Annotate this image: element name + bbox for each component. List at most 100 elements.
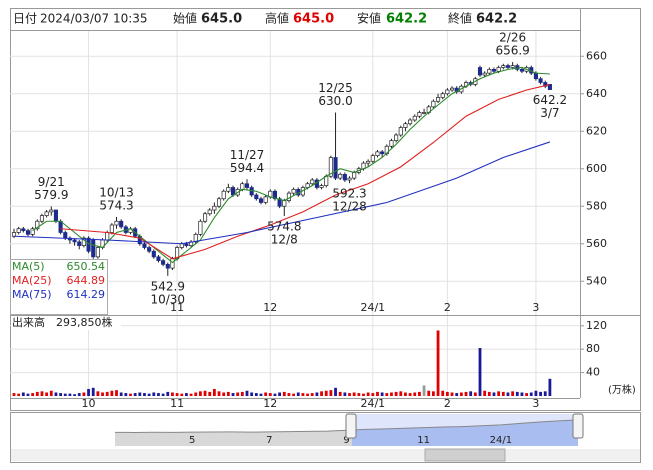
candle-body bbox=[352, 172, 357, 179]
y-tick-label: 660 bbox=[586, 49, 607, 62]
volume-bar bbox=[492, 392, 496, 396]
candle-body bbox=[487, 69, 492, 74]
annotation-date: 12/25 bbox=[318, 81, 353, 95]
volume-bar bbox=[31, 393, 35, 396]
navigator-handle[interactable] bbox=[345, 413, 357, 439]
volume-bar bbox=[278, 392, 282, 396]
volume-bar bbox=[329, 390, 333, 396]
volume-bar bbox=[515, 391, 519, 396]
x-tick-label: 3 bbox=[532, 301, 539, 314]
volume-bar bbox=[63, 393, 67, 396]
annotation-date: 12/28 bbox=[332, 200, 367, 214]
volume-bar bbox=[180, 393, 184, 396]
x-tick-label: 24/1 bbox=[360, 397, 385, 410]
candle-body bbox=[398, 127, 403, 136]
annotation-date: 3/7 bbox=[540, 106, 559, 120]
volume-bar bbox=[487, 391, 491, 396]
volume-bar bbox=[362, 393, 365, 396]
volume-bar bbox=[376, 391, 379, 396]
x-tick-label: 3 bbox=[532, 397, 539, 410]
volume-bar bbox=[450, 392, 454, 396]
volume-bar bbox=[12, 393, 16, 396]
volume-bar bbox=[324, 390, 328, 396]
candle-body bbox=[272, 190, 278, 200]
volume-bar bbox=[413, 392, 417, 396]
volume-bar bbox=[371, 393, 375, 396]
navigator-label: 9 bbox=[343, 435, 349, 446]
x-tick-label: 24/1 bbox=[360, 301, 385, 314]
candle-body bbox=[170, 258, 175, 269]
legend-name: MA(75) bbox=[12, 288, 52, 301]
annotation-value: 574.3 bbox=[99, 198, 133, 212]
volume-bar bbox=[77, 393, 81, 396]
y-tick-label: 80 bbox=[586, 342, 600, 355]
volume-bar bbox=[175, 393, 179, 396]
y-tick-label: 540 bbox=[586, 274, 607, 287]
datetime: 2024/03/07 10:35 bbox=[40, 12, 148, 26]
candle-body bbox=[77, 241, 82, 246]
candle-body bbox=[277, 198, 282, 207]
scrollbar-track bbox=[11, 449, 640, 461]
x-tick-label: 10 bbox=[82, 397, 96, 410]
legend-value: 614.29 bbox=[67, 288, 106, 301]
date-label: 日付 bbox=[13, 12, 37, 26]
candle-body bbox=[184, 243, 189, 246]
legend-name: MA(25) bbox=[12, 274, 52, 287]
candle-body bbox=[30, 228, 35, 235]
volume-bar bbox=[390, 392, 393, 396]
volume-bar bbox=[157, 393, 160, 396]
volume-bar bbox=[35, 391, 39, 396]
volume-bar bbox=[473, 392, 477, 396]
candle-body bbox=[380, 151, 385, 155]
legend-value: 644.89 bbox=[67, 274, 106, 287]
candle-body bbox=[412, 115, 417, 121]
volume-bar bbox=[268, 393, 272, 396]
volume-bar bbox=[543, 391, 547, 396]
volume-title-bg bbox=[11, 317, 121, 330]
candle-body bbox=[151, 250, 156, 258]
candle-body bbox=[198, 220, 203, 235]
candle-body bbox=[230, 187, 236, 196]
volume-bar bbox=[54, 392, 58, 396]
volume-bar bbox=[404, 392, 407, 396]
volume-bar bbox=[152, 392, 156, 396]
volume-bar bbox=[445, 391, 449, 396]
volume-title: 出来高 bbox=[12, 315, 45, 329]
annotation-date: 12/8 bbox=[271, 233, 298, 247]
candle-body bbox=[147, 247, 152, 252]
candle-body bbox=[436, 97, 441, 102]
volume-bar bbox=[231, 393, 235, 396]
candle-body bbox=[95, 247, 100, 258]
candle-body bbox=[212, 205, 217, 211]
scrollbar-thumb[interactable] bbox=[424, 448, 506, 462]
volume-bar bbox=[394, 391, 398, 396]
candle-body bbox=[417, 112, 422, 117]
high-label: 高値 bbox=[265, 11, 289, 26]
volume-bar bbox=[49, 390, 53, 396]
candle-body bbox=[119, 220, 124, 228]
annotation-value: 579.9 bbox=[34, 188, 68, 202]
navigator-handle[interactable] bbox=[572, 413, 584, 439]
candle-body bbox=[207, 209, 212, 215]
volume-bar bbox=[525, 393, 528, 396]
x-tick-label: 11 bbox=[170, 397, 184, 410]
volume-bar bbox=[119, 392, 123, 396]
candle-body bbox=[91, 239, 96, 258]
candle-body bbox=[179, 243, 184, 248]
candle-body bbox=[445, 89, 450, 95]
volume-bar bbox=[226, 391, 230, 396]
candle-body bbox=[254, 194, 259, 200]
y-tick-label: 120 bbox=[586, 319, 607, 332]
volume-bar bbox=[408, 393, 412, 396]
volume-bar bbox=[292, 393, 295, 396]
volume-bar bbox=[455, 393, 459, 396]
candle-body bbox=[221, 190, 226, 200]
candle-body bbox=[58, 220, 63, 233]
ma-line bbox=[13, 141, 551, 245]
volume-bar bbox=[222, 392, 226, 396]
navigator-label: 24/1 bbox=[490, 435, 512, 446]
y-tick-label: 640 bbox=[586, 87, 607, 100]
volume-bar bbox=[73, 394, 76, 396]
volume-bar bbox=[264, 392, 268, 396]
annotation-date: 10/30 bbox=[150, 292, 185, 306]
